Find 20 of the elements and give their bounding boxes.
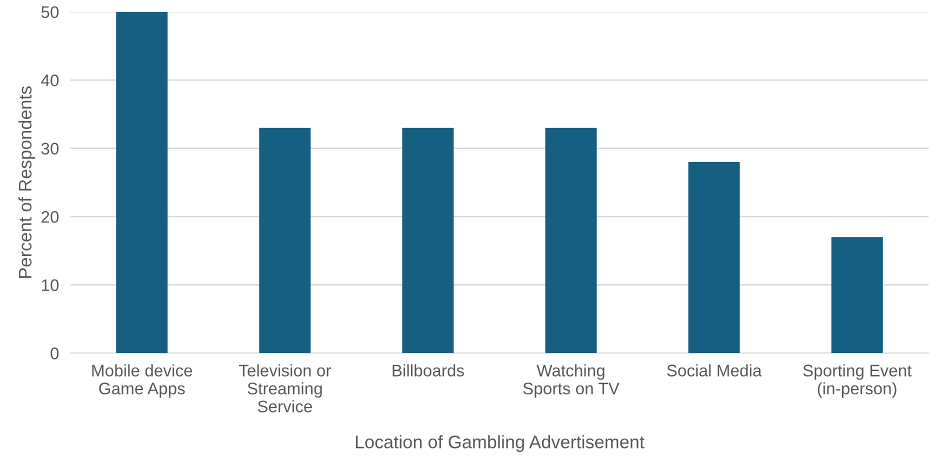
bar <box>831 237 883 354</box>
x-tick-label: Television or Streaming Service <box>238 364 331 412</box>
y-tick-label: 40 <box>41 74 59 86</box>
x-axis-title: Location of Gambling Advertisement <box>356 435 644 452</box>
bar <box>259 128 311 354</box>
x-tick-label: Social Media <box>667 364 762 376</box>
bar <box>116 12 168 354</box>
bar <box>545 128 597 354</box>
bar <box>402 128 454 354</box>
y-tick-label: 50 <box>41 6 59 18</box>
y-axis-title: Percent of Respondents <box>18 86 36 278</box>
y-tick-label: 0 <box>50 348 59 360</box>
bar <box>688 162 740 354</box>
x-tick-label: Watching Sports on TV <box>523 364 620 398</box>
y-tick-label: 10 <box>42 279 59 292</box>
y-tick-label: 20 <box>42 211 59 223</box>
x-tick-label: Mobile device Game Apps <box>92 364 192 398</box>
y-tick-label: 30 <box>41 142 59 155</box>
x-tick-label: Billboards <box>392 364 464 376</box>
x-tick-label: Sporting Event (in-person) <box>803 364 912 398</box>
